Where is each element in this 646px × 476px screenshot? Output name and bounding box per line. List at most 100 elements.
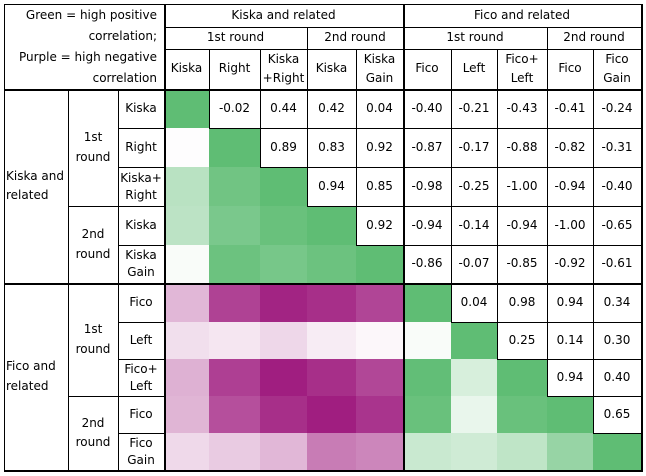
row-group-header: Kiska and related <box>6 168 64 202</box>
grid-line <box>641 128 642 167</box>
column-group-header: Fico and related <box>474 8 570 23</box>
grid-line <box>209 128 260 129</box>
correlation-cell: -0.40 <box>403 89 451 128</box>
correlation-cell <box>209 359 260 396</box>
grid-line <box>356 128 403 129</box>
column-group-header: Kiska and related <box>231 8 336 23</box>
correlation-cell <box>209 433 260 470</box>
correlation-cell: 0.04 <box>451 283 497 322</box>
correlation-cell <box>209 322 260 359</box>
grid-line <box>593 433 641 434</box>
grid-line <box>641 206 642 245</box>
column-variable-header: Fico Gain <box>603 51 631 85</box>
correlation-cell <box>260 283 307 322</box>
grid-line <box>307 128 356 129</box>
correlation-cell: -0.07 <box>451 245 497 283</box>
correlation-cell <box>451 359 497 396</box>
column-variable-header: Kiska <box>315 61 348 76</box>
grid-line <box>547 49 548 89</box>
grid-line <box>593 359 594 396</box>
grid-line <box>4 4 641 5</box>
correlation-cell: -0.86 <box>403 245 451 283</box>
grid-line <box>403 245 451 246</box>
correlation-cell: -0.14 <box>451 206 497 245</box>
correlation-cell <box>164 433 209 470</box>
grid-line <box>593 167 641 168</box>
grid-line <box>593 245 594 283</box>
grid-line <box>497 283 498 322</box>
correlation-cell <box>307 283 356 322</box>
row-variable-header: Kiska Gain <box>125 248 157 279</box>
grid-line <box>547 322 593 323</box>
grid-line <box>547 206 593 207</box>
correlation-cell: -0.31 <box>593 128 641 167</box>
grid-line <box>451 49 452 89</box>
correlation-cell: -0.43 <box>497 89 547 128</box>
grid-line <box>547 128 548 167</box>
correlation-cell: 0.89 <box>260 128 307 167</box>
row-round-header: 2nd round <box>75 227 111 261</box>
correlation-cell <box>209 245 260 283</box>
grid-line <box>4 89 641 91</box>
row-variable-header: Fico+ Left <box>124 361 158 393</box>
grid-line <box>68 206 164 207</box>
grid-line <box>497 322 547 323</box>
grid-line <box>307 89 308 128</box>
grid-line <box>641 167 642 206</box>
grid-line <box>547 359 593 360</box>
correlation-cell <box>164 128 209 167</box>
correlation-cell: 0.04 <box>356 89 403 128</box>
row-variable-header: Fico Gain <box>127 435 155 467</box>
grid-line <box>209 89 210 128</box>
correlation-cell: 0.83 <box>307 128 356 167</box>
correlation-cell: -0.92 <box>547 245 593 283</box>
grid-line <box>593 206 641 207</box>
correlation-cell <box>307 322 356 359</box>
legend-line-1: Green = high positive <box>25 8 157 22</box>
grid-line <box>307 167 356 168</box>
correlation-cell: 0.40 <box>593 359 641 396</box>
grid-line <box>403 167 451 168</box>
grid-line <box>403 128 451 129</box>
correlation-cell <box>451 433 497 470</box>
correlation-cell <box>307 359 356 396</box>
grid-line <box>593 89 594 128</box>
grid-line <box>307 167 308 206</box>
grid-line <box>451 128 452 167</box>
correlation-cell: 0.65 <box>593 396 641 433</box>
correlation-cell: -0.61 <box>593 245 641 283</box>
grid-line <box>118 89 119 470</box>
grid-line <box>547 167 548 206</box>
column-variable-header: Fico+ Left <box>505 51 539 85</box>
correlation-cell: -0.98 <box>403 167 451 206</box>
correlation-cell <box>260 245 307 283</box>
correlation-cell <box>164 396 209 433</box>
grid-line <box>356 167 357 206</box>
correlation-cell: -0.82 <box>547 128 593 167</box>
grid-line <box>497 167 547 168</box>
correlation-cell <box>307 206 356 245</box>
correlation-cell: 0.44 <box>260 89 307 128</box>
grid-line <box>497 128 547 129</box>
grid-line <box>547 89 548 128</box>
correlation-cell: -1.00 <box>497 167 547 206</box>
correlation-cell <box>403 359 451 396</box>
row-variable-header: Right <box>125 140 157 154</box>
correlation-cell <box>403 396 451 433</box>
grid-line <box>356 245 403 246</box>
correlation-cell <box>209 128 260 167</box>
column-variable-header: Left <box>462 61 486 76</box>
correlation-cell <box>451 322 497 359</box>
grid-line <box>118 322 164 323</box>
grid-line <box>451 167 497 168</box>
grid-line <box>497 128 498 167</box>
grid-line <box>593 322 594 359</box>
grid-line <box>307 128 308 167</box>
column-round-header: 1st round <box>206 30 265 45</box>
row-round-header: 1st round <box>75 130 111 164</box>
grid-line <box>451 89 452 128</box>
row-variable-header: Kiska+ Right <box>120 170 162 202</box>
grid-line <box>209 49 210 89</box>
correlation-cell: 0.14 <box>547 322 593 359</box>
grid-line <box>356 167 403 168</box>
